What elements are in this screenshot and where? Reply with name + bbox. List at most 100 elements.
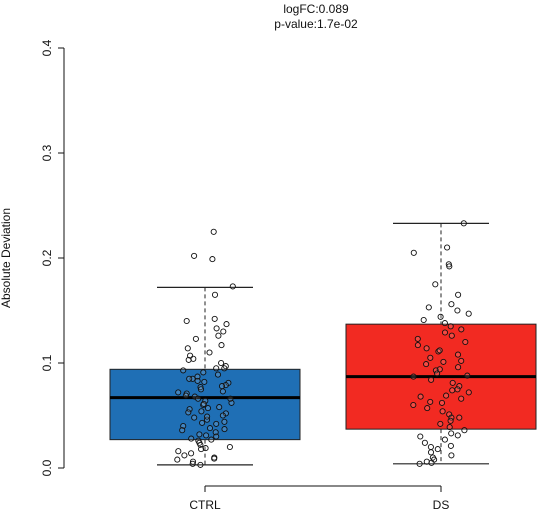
data-point [448,452,455,459]
data-point [182,392,189,399]
data-point [427,398,434,405]
data-point [441,320,448,327]
data-point [218,383,226,390]
data-point [196,431,203,438]
data-point [186,375,193,382]
data-point [219,412,226,419]
data-point [454,351,462,358]
data-point [188,450,195,457]
data-point [181,452,188,459]
data-point [195,395,202,402]
data-point [454,307,461,314]
data-point [427,443,434,451]
data-point [229,283,236,290]
data-point [448,332,455,339]
data-point [194,377,201,384]
data-point [209,256,216,263]
data-point [458,395,465,402]
data-point [185,409,192,416]
data-point [188,435,195,442]
data-point [213,365,220,372]
data-point [424,405,431,412]
data-point [460,220,467,227]
data-point [441,436,448,443]
data-point [462,338,469,346]
data-point [446,424,453,431]
data-point [417,393,424,400]
data-point [191,414,198,421]
data-point [183,317,190,325]
y-tick-label: 0.3 [40,144,54,161]
data-point [440,358,447,365]
data-point [179,427,186,434]
box-ctrl [109,286,301,466]
data-point [200,400,207,407]
y-tick-label: 0.4 [40,39,54,56]
data-point [189,460,196,467]
data-point [456,414,463,421]
data-point [443,392,450,399]
data-point [410,373,417,380]
data-point [186,406,193,413]
data-point [410,401,417,409]
data-point [441,329,449,336]
data-point [174,456,181,463]
data-point [175,389,182,396]
data-point [213,420,220,427]
data-point [447,442,454,449]
data-point [200,369,207,376]
data-point [432,281,439,288]
data-point [427,354,434,361]
box-ds [345,222,537,465]
data-point [446,263,453,270]
data-point [436,366,443,373]
data-point [455,364,462,371]
data-point [191,252,198,259]
data-point [447,417,454,424]
points [174,220,472,468]
data-point [197,386,205,393]
data-point [449,387,456,394]
data-point [201,378,208,385]
data-point [448,430,455,437]
x-tick-label: DS [433,498,450,512]
data-point [221,418,228,425]
data-point [434,370,441,377]
data-point [211,315,218,322]
data-point [199,419,206,426]
data-point [192,335,199,342]
x-tick-label: CTRL [189,498,221,512]
data-point [465,389,472,396]
data-point [184,345,191,352]
data-point [214,371,222,378]
data-point [197,461,204,468]
data-point [428,376,435,383]
data-point [438,399,446,406]
data-point [454,432,461,439]
data-point [218,359,225,367]
data-point [215,332,222,339]
data-point [454,386,461,393]
data-point [218,342,225,349]
data-point [221,365,228,372]
data-point [221,426,228,433]
data-point [449,379,456,386]
data-point [447,323,454,330]
data-point [223,321,230,328]
data-point [206,425,214,432]
x-axis: CTRL DS [189,485,450,512]
data-point [436,347,443,354]
data-point [189,458,197,465]
data-point [208,436,215,443]
data-point [456,383,463,390]
data-point [204,405,212,412]
y-tick-label: 0.2 [40,249,54,266]
data-point [211,291,219,298]
data-point [434,446,441,453]
data-point [417,433,424,440]
data-point [439,408,446,415]
data-point [204,413,211,420]
data-point [448,301,455,308]
data-point [414,342,421,349]
